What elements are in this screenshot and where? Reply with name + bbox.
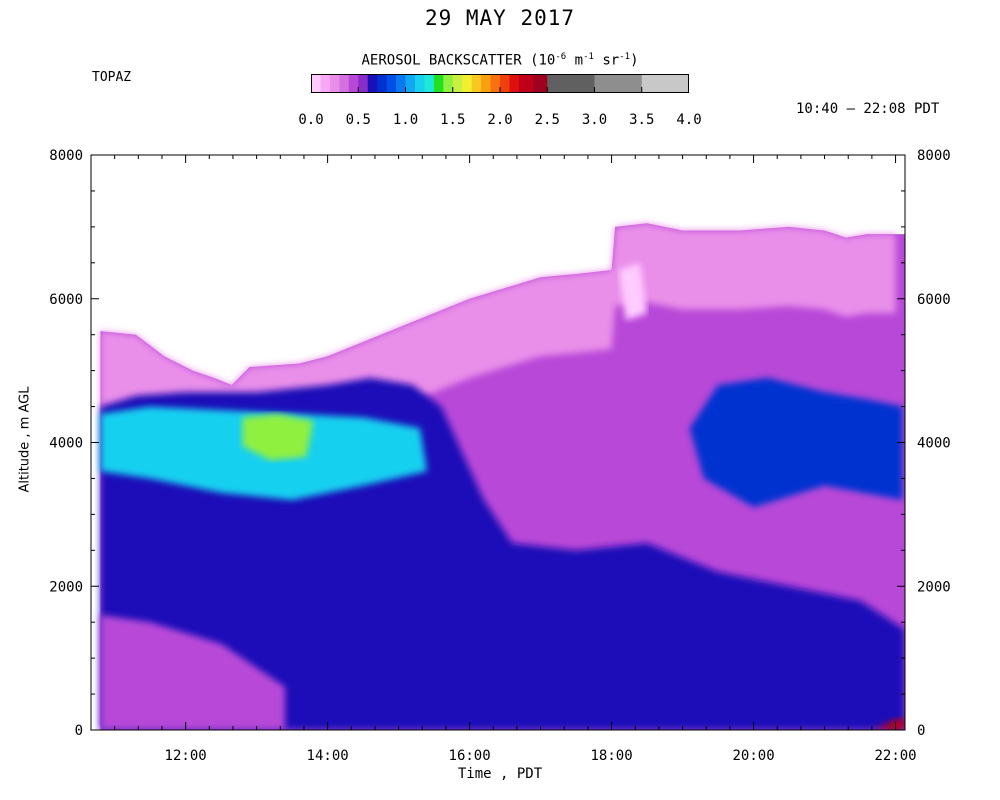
x-tick-label: 16:00 <box>449 748 491 764</box>
colorbar-title-part: m <box>566 52 584 69</box>
colorbar-title-part: ) <box>630 52 639 69</box>
colorbar-swatch <box>358 74 369 93</box>
colorbar-tick-label: 3.0 <box>581 112 608 128</box>
x-axis-label: Time , PDT <box>457 766 543 782</box>
colorbar-swatch <box>377 74 388 93</box>
time-range-label: 10:40 – 22:08 PDT <box>796 101 940 117</box>
colorbar-swatch <box>518 74 534 93</box>
colorbar <box>311 74 689 93</box>
colorbar-swatch <box>424 74 435 93</box>
colorbar-swatch <box>320 74 331 93</box>
y-tick-label-left: 8000 <box>49 148 83 164</box>
colorbar-title-exponent: -1 <box>583 52 594 62</box>
y-tick-label-left: 2000 <box>49 579 83 595</box>
colorbar-swatch <box>311 74 321 93</box>
colorbar-swatch <box>386 74 397 93</box>
heatmap-region <box>874 717 905 730</box>
instrument-label: TOPAZ <box>92 70 132 85</box>
x-tick-label: 18:00 <box>591 748 633 764</box>
x-tick-label: 22:00 <box>874 748 916 764</box>
colorbar-tick-label: 1.5 <box>440 112 466 128</box>
colorbar-swatch <box>452 74 463 93</box>
colorbar-tick-label: 0.0 <box>298 112 324 128</box>
colorbar-swatch <box>462 74 473 93</box>
colorbar-swatch <box>367 74 378 93</box>
colorbar-swatch <box>405 74 416 93</box>
colorbar-tick-label: 0.5 <box>345 112 371 128</box>
x-tick-label: 14:00 <box>307 748 349 764</box>
colorbar-swatch <box>481 74 492 93</box>
colorbar-title-exponent: -6 <box>555 52 567 62</box>
colorbar-swatch <box>547 74 595 93</box>
y-axis-label: Altitude , m AGL <box>17 386 33 493</box>
colorbar-swatch <box>594 74 643 93</box>
colorbar-swatch <box>348 74 359 93</box>
colorbar-swatch <box>533 74 548 93</box>
colorbar-swatch <box>490 74 501 93</box>
colorbar-title-part: sr <box>593 52 620 69</box>
y-tick-label-right: 8000 <box>917 148 951 164</box>
colorbar-tick-label: 3.5 <box>629 112 655 128</box>
colorbar-title-exponent: -1 <box>619 52 631 62</box>
plot-axes: 0 0 2000 2000 4000 4000 6000 6000 8000 8000 12:00 1… <box>49 148 950 764</box>
y-tick-label-left: 6000 <box>49 292 83 308</box>
colorbar-swatch <box>396 74 406 93</box>
colorbar-swatch <box>500 74 510 93</box>
colorbar-ticks: 0.0 0.5 1.0 1.5 2.0 2.5 3.0 3.5 4.0 <box>298 112 702 132</box>
y-tick-label-right: 6000 <box>917 292 951 308</box>
colorbar-title-part: AEROSOL BACKSCATTER (10 <box>361 52 556 69</box>
heatmap-region <box>242 413 314 461</box>
colorbar-swatch <box>471 74 482 93</box>
colorbar-tick-label: 2.0 <box>487 112 513 128</box>
colorbar-tick-label: 1.0 <box>392 112 419 128</box>
colorbar-swatch <box>443 74 454 93</box>
colorbar-swatch <box>414 74 425 93</box>
colorbar-tick-label: 4.0 <box>676 112 702 128</box>
colorbar-swatch <box>641 74 689 93</box>
y-tick-label-left: 4000 <box>49 436 83 452</box>
colorbar-swatch <box>329 74 340 93</box>
y-tick-label-right: 0 <box>917 723 925 739</box>
colorbar-swatch <box>509 74 520 93</box>
heatmap-region <box>618 262 648 321</box>
colorbar-swatch <box>433 74 444 93</box>
y-tick-label-right: 4000 <box>917 436 951 452</box>
heatmap-layers <box>100 223 905 730</box>
heatmap-region <box>689 377 903 508</box>
chart-title: 29 MAY 2017 <box>424 6 576 30</box>
x-tick-label: 20:00 <box>732 748 774 764</box>
heatmap-region <box>100 615 286 730</box>
colorbar-title: AEROSOL BACKSCATTER (10-6 m-1 sr-1) <box>311 52 689 69</box>
x-tick-label: 12:00 <box>165 748 207 764</box>
y-tick-label-right: 2000 <box>917 579 951 595</box>
colorbar-tick-label: 2.5 <box>534 112 560 128</box>
y-tick-label-left: 0 <box>75 723 83 739</box>
colorbar-swatch <box>339 74 350 93</box>
